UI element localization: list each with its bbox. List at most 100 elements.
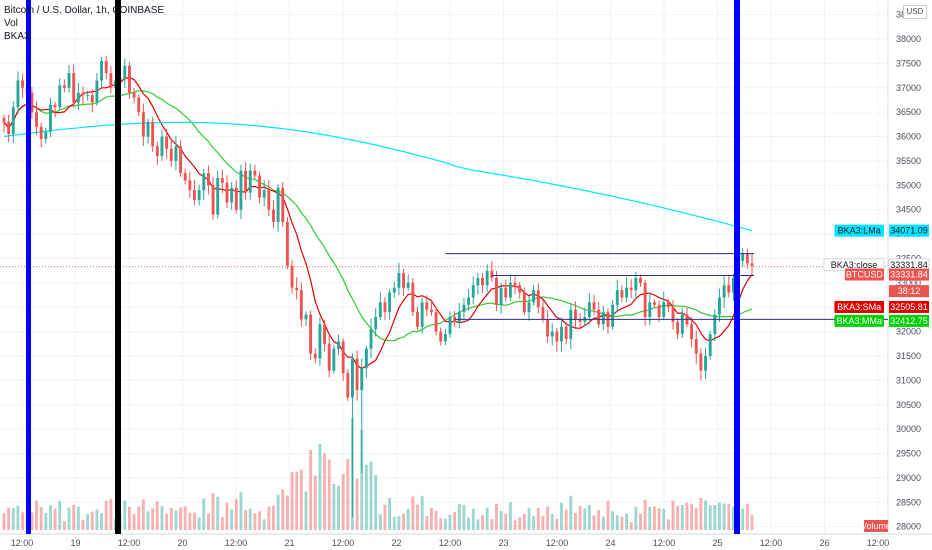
candle-body bbox=[58, 85, 62, 108]
price-tag-value-bg bbox=[889, 285, 929, 298]
volume-bar bbox=[625, 513, 628, 530]
time-tick-label: 12:00 bbox=[11, 538, 34, 548]
volume-bar bbox=[574, 512, 577, 530]
volume-bar bbox=[583, 508, 587, 530]
volume-bar bbox=[225, 503, 229, 530]
candle-body bbox=[620, 290, 624, 298]
volume-bar bbox=[374, 475, 378, 530]
price-tick-label: 29000 bbox=[896, 473, 921, 483]
volume-bar bbox=[183, 506, 187, 530]
candle-body bbox=[346, 373, 350, 398]
price-tag-value: 32412.75 bbox=[890, 316, 928, 326]
volume-bar bbox=[499, 511, 503, 530]
volume-bar bbox=[727, 503, 731, 530]
candle-body bbox=[341, 341, 345, 374]
candle-body bbox=[239, 170, 243, 210]
volume-bar bbox=[100, 513, 104, 530]
chart-legend: Bitcoin / U.S. Dollar, 1h, COINBASE Vol … bbox=[4, 4, 164, 43]
legend-indicator[interactable]: BKA3 bbox=[4, 31, 30, 42]
candle-body bbox=[151, 121, 155, 147]
volume-bar bbox=[53, 508, 57, 530]
candle-body bbox=[476, 277, 480, 286]
price-tag-value: 38:12 bbox=[898, 286, 921, 296]
candle-body bbox=[290, 265, 294, 288]
volume-bar bbox=[49, 505, 52, 530]
volume-bar bbox=[392, 516, 396, 530]
volume-bar bbox=[304, 491, 308, 530]
candle-body bbox=[536, 290, 540, 308]
candle-body bbox=[276, 187, 280, 222]
candle-body bbox=[699, 353, 703, 371]
volume-bar bbox=[690, 504, 694, 530]
lma-line bbox=[3, 121, 753, 232]
volume-bar bbox=[295, 471, 299, 530]
volume-bar bbox=[429, 507, 433, 530]
volume-bar bbox=[179, 507, 182, 530]
volume-bar bbox=[652, 506, 656, 530]
candle-body bbox=[704, 356, 707, 371]
volume-bar bbox=[434, 510, 438, 530]
legend-volume[interactable]: Vol bbox=[4, 18, 18, 29]
volume-bar bbox=[160, 505, 164, 530]
candle-body bbox=[76, 92, 80, 103]
legend-symbol[interactable]: Bitcoin / U.S. Dollar, 1h, COINBASE bbox=[4, 5, 165, 16]
candle-body bbox=[81, 92, 85, 96]
candle-body bbox=[397, 273, 401, 288]
volume-bar bbox=[16, 505, 20, 530]
currency-label[interactable]: USD bbox=[903, 5, 927, 19]
price-tag-value: 34071.09 bbox=[890, 226, 928, 236]
candle-body bbox=[374, 316, 378, 330]
volume-tag: Volume bbox=[861, 521, 891, 531]
volume-bar bbox=[443, 518, 447, 530]
volume-bar bbox=[123, 500, 127, 530]
vertical-marker-black bbox=[115, 0, 121, 534]
volume-bar bbox=[522, 513, 526, 530]
time-tick-label: 12:00 bbox=[118, 538, 141, 548]
volume-bar bbox=[648, 506, 652, 530]
candle-body bbox=[360, 368, 364, 391]
volume-bar bbox=[299, 469, 303, 530]
volume-bar bbox=[453, 511, 457, 530]
volume-bar bbox=[364, 464, 368, 530]
volume-bar bbox=[272, 505, 275, 530]
volume-bar bbox=[485, 507, 489, 530]
volume-bar bbox=[639, 513, 642, 530]
candle-body bbox=[434, 312, 438, 332]
candle-body bbox=[722, 285, 726, 298]
candle-body bbox=[443, 334, 447, 342]
volume-bar bbox=[276, 494, 280, 530]
volume-bar bbox=[467, 517, 471, 530]
volume-bar bbox=[327, 459, 331, 530]
candle-body bbox=[574, 309, 577, 320]
volume-bar bbox=[132, 513, 136, 530]
candle-body bbox=[369, 329, 373, 349]
candle-body bbox=[416, 312, 419, 327]
candle-body bbox=[323, 324, 327, 344]
candle-body bbox=[481, 277, 484, 286]
volume-bar bbox=[462, 505, 466, 530]
volume-bar bbox=[671, 500, 675, 530]
volume-bar bbox=[620, 516, 624, 530]
candle-body bbox=[680, 314, 684, 335]
candle-body bbox=[462, 304, 466, 313]
time-tick-label: 22 bbox=[391, 538, 401, 548]
volume-bar bbox=[597, 510, 601, 530]
candle-body bbox=[625, 287, 628, 298]
candle-body bbox=[402, 273, 405, 288]
volume-bar bbox=[193, 512, 196, 530]
volume-bar bbox=[383, 504, 387, 530]
volume-bar bbox=[62, 521, 66, 530]
time-tick-label: 12:00 bbox=[439, 538, 462, 548]
volume-bar bbox=[416, 504, 419, 530]
volume-bar bbox=[629, 522, 633, 530]
volume-bar bbox=[239, 492, 243, 530]
price-tag-value-bg bbox=[889, 314, 929, 327]
volume-bar bbox=[388, 497, 392, 530]
candle-body bbox=[183, 173, 187, 181]
price-tag-label-bg bbox=[844, 268, 884, 281]
volume-bar bbox=[560, 502, 563, 530]
volume-bar bbox=[555, 518, 559, 530]
candle-body bbox=[7, 121, 11, 135]
candle-body bbox=[67, 73, 71, 88]
